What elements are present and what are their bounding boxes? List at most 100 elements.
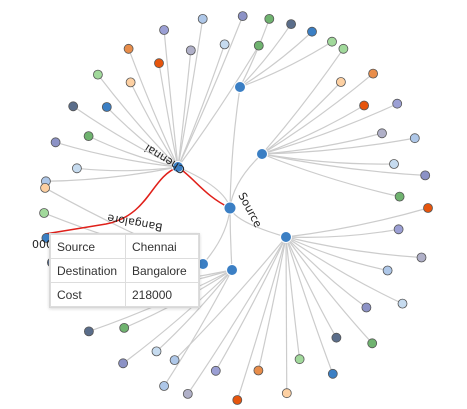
- leaf-node-2-8[interactable]: [420, 170, 431, 181]
- leaf-node-1-0[interactable]: [264, 13, 275, 24]
- link-hub-3-leaf-10: [285, 236, 288, 394]
- link-hub-2-leaf-8: [261, 153, 426, 176]
- link-hub-0-leaf-0: [45, 166, 179, 182]
- leaf-node-2-9[interactable]: [394, 191, 405, 202]
- link-root-hub-5: [202, 207, 231, 265]
- leaf-node-2-5[interactable]: [377, 128, 387, 139]
- leaf-node-3-15[interactable]: [169, 355, 180, 366]
- leaf-node-3-4[interactable]: [397, 298, 408, 309]
- link-hub-0-leaf-2: [55, 141, 179, 168]
- leaf-node-0-3[interactable]: [83, 131, 94, 142]
- leaf-node-0-11[interactable]: [185, 45, 196, 56]
- leaf-node-2-0[interactable]: [338, 43, 349, 54]
- leaf-node-4-1[interactable]: [151, 346, 162, 357]
- leaf-node-0-12[interactable]: [197, 13, 208, 24]
- link-hub-0-leaf-12: [177, 18, 204, 168]
- leaf-node-2-4[interactable]: [392, 98, 403, 109]
- leaf-node-3-2[interactable]: [416, 252, 427, 263]
- hub-node-2[interactable]: [256, 148, 268, 160]
- hub-node-0[interactable]: [172, 161, 184, 173]
- leaf-node-2-3[interactable]: [359, 100, 370, 111]
- leaf-node-2-1[interactable]: [335, 77, 346, 87]
- link-hub-1-leaf-1: [239, 23, 292, 88]
- leaf-node-3-14[interactable]: [182, 388, 193, 399]
- path-label-bangalore: Bangalore: [106, 211, 163, 234]
- tooltip-value-source: Chennai: [125, 234, 199, 259]
- leaf-node-5-3[interactable]: [39, 208, 49, 218]
- link-hub-2-leaf-9: [261, 153, 400, 198]
- leaf-node-3-3[interactable]: [382, 265, 393, 276]
- leaf-node-3-13[interactable]: [210, 365, 221, 376]
- link-hub-2-leaf-7: [261, 153, 395, 165]
- leaf-node-0-1[interactable]: [72, 163, 82, 174]
- link-hub-3-leaf-9: [285, 236, 301, 360]
- leaf-node-5-4[interactable]: [40, 182, 50, 193]
- link-hub-3-leaf-7: [285, 236, 337, 338]
- link-hub-0-leaf-6: [97, 74, 179, 168]
- leaf-node-3-6[interactable]: [367, 338, 378, 349]
- link-hub-3-leaf-8: [285, 236, 334, 375]
- leaf-node-3-1[interactable]: [393, 224, 404, 235]
- link-hub-3-leaf-0: [285, 207, 429, 238]
- leaf-node-0-7[interactable]: [125, 77, 136, 88]
- leaf-node-4-0[interactable]: [159, 381, 170, 391]
- leaf-node-3-9[interactable]: [294, 354, 305, 365]
- link-hub-0-leaf-4: [72, 105, 179, 168]
- leaf-node-0-4[interactable]: [68, 101, 79, 112]
- leaf-node-3-0[interactable]: [423, 203, 433, 213]
- leaf-node-4-4[interactable]: [84, 326, 94, 337]
- leaf-node-0-15[interactable]: [253, 40, 264, 51]
- hub-node-4[interactable]: [226, 264, 238, 276]
- leaf-node-0-8[interactable]: [123, 43, 134, 54]
- tooltip-table: Source Chennai Destination Bangalore Cos…: [50, 234, 199, 307]
- leaf-node-0-5[interactable]: [101, 102, 112, 112]
- link-hub-0-leaf-7: [130, 82, 179, 168]
- link-hub-4-leaf-0: [163, 269, 233, 387]
- leaf-node-4-3[interactable]: [119, 322, 130, 333]
- tooltip-value-cost: 218000: [125, 282, 199, 307]
- leaf-node-0-9[interactable]: [154, 58, 164, 69]
- tooltip-key-source: Source: [50, 234, 126, 259]
- leaf-node-4-2[interactable]: [118, 358, 128, 369]
- link-hub-3-leaf-15: [174, 236, 287, 361]
- link-hub-0-leaf-5: [106, 106, 179, 168]
- leaf-node-0-6[interactable]: [93, 69, 103, 80]
- tooltip-row-cost: Cost 218000: [50, 282, 199, 307]
- leaf-node-3-8[interactable]: [327, 368, 338, 379]
- link-hub-1-leaf-3: [239, 41, 333, 88]
- tooltip-key-destination: Destination: [50, 258, 126, 283]
- hub-node-1[interactable]: [234, 81, 246, 93]
- link-hub-0-leaf-8: [128, 48, 179, 168]
- leaf-node-3-5[interactable]: [361, 302, 372, 313]
- root-node[interactable]: [223, 201, 237, 215]
- tooltip-key-cost: Cost: [50, 282, 126, 307]
- leaf-node-3-12[interactable]: [232, 395, 243, 405]
- leaf-node-1-1[interactable]: [286, 19, 297, 30]
- hub-node-3[interactable]: [280, 231, 292, 243]
- leaf-node-2-7[interactable]: [389, 159, 399, 169]
- link-hub-2-leaf-6: [261, 137, 415, 155]
- leaf-node-3-11[interactable]: [253, 365, 264, 376]
- leaf-node-2-6[interactable]: [409, 133, 420, 144]
- leaf-node-0-2[interactable]: [50, 137, 61, 148]
- nodes-layer: [39, 11, 433, 405]
- link-hub-2-leaf-0: [261, 48, 344, 155]
- link-hub-3-leaf-2: [285, 236, 422, 259]
- link-hub-0-leaf-9: [158, 63, 179, 168]
- link-hub-2-leaf-3: [261, 105, 365, 155]
- link-hub-1-leaf-2: [239, 31, 313, 88]
- leaf-node-3-10[interactable]: [281, 388, 292, 399]
- leaf-node-0-14[interactable]: [237, 11, 248, 22]
- edge-tooltip: Source Chennai Destination Bangalore Cos…: [49, 233, 200, 308]
- tooltip-row-destination: Destination Bangalore: [50, 258, 199, 283]
- link-hub-3-leaf-5: [285, 236, 367, 308]
- leaf-node-3-7[interactable]: [331, 332, 342, 343]
- link-hub-3-leaf-3: [285, 236, 388, 272]
- leaf-node-2-2[interactable]: [368, 68, 379, 79]
- leaf-node-0-13[interactable]: [219, 39, 230, 50]
- leaf-node-1-3[interactable]: [327, 36, 337, 47]
- leaf-node-1-2[interactable]: [307, 26, 317, 37]
- leaf-node-0-10[interactable]: [159, 25, 170, 35]
- link-hub-3-leaf-13: [215, 236, 287, 372]
